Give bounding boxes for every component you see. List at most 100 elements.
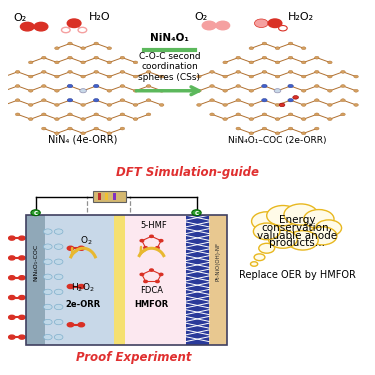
Circle shape [81,118,86,120]
Text: NiN₄O₁–COC (2e-ORR): NiN₄O₁–COC (2e-ORR) [228,135,327,144]
Circle shape [42,70,46,73]
Circle shape [288,113,293,116]
Circle shape [288,42,293,45]
Circle shape [54,259,63,264]
Circle shape [249,61,254,64]
Circle shape [78,285,84,288]
Circle shape [150,235,153,237]
Circle shape [107,104,111,106]
Text: H₂O: H₂O [88,12,110,22]
Circle shape [262,127,267,130]
Circle shape [328,89,332,92]
Text: FDCA: FDCA [140,286,163,295]
Circle shape [308,227,337,245]
Circle shape [81,104,86,106]
Circle shape [2,89,7,92]
Circle shape [34,22,48,31]
Circle shape [28,118,33,120]
FancyBboxPatch shape [26,214,45,345]
Polygon shape [267,214,328,240]
Circle shape [315,99,319,102]
Text: H$_2$O$_2$: H$_2$O$_2$ [71,282,95,294]
Circle shape [68,42,72,45]
Circle shape [302,118,306,120]
Circle shape [262,42,267,45]
Circle shape [93,84,99,88]
Circle shape [120,99,124,102]
Circle shape [120,70,124,73]
Circle shape [54,304,63,310]
Circle shape [44,259,52,264]
Circle shape [279,26,287,31]
Circle shape [21,22,34,31]
Circle shape [107,89,111,92]
Text: O₂: O₂ [195,12,208,22]
Circle shape [144,247,147,249]
Circle shape [15,99,20,102]
Circle shape [68,70,72,73]
Circle shape [55,61,59,64]
Circle shape [354,75,358,78]
Circle shape [55,104,59,106]
Circle shape [54,320,63,325]
Circle shape [28,89,33,92]
Circle shape [44,304,52,310]
Circle shape [28,104,33,106]
FancyBboxPatch shape [114,214,125,345]
Text: 5-HMF: 5-HMF [140,221,166,230]
Circle shape [293,96,298,99]
Circle shape [9,276,15,280]
Circle shape [133,75,138,78]
Circle shape [9,256,15,260]
Circle shape [159,89,164,92]
Circle shape [259,243,274,253]
Text: C-O-C second: C-O-C second [139,52,200,61]
Circle shape [328,75,332,78]
Circle shape [288,84,293,88]
Circle shape [9,296,15,300]
Circle shape [304,210,334,228]
Circle shape [44,229,52,234]
Circle shape [9,236,15,240]
Circle shape [15,70,20,73]
Circle shape [42,113,46,116]
Circle shape [133,61,138,64]
Circle shape [19,236,25,240]
Circle shape [288,99,293,102]
Circle shape [19,335,25,339]
FancyArrowPatch shape [136,87,199,94]
Circle shape [55,89,59,92]
Circle shape [107,75,111,78]
Circle shape [328,61,332,64]
Circle shape [249,118,254,120]
Circle shape [279,103,285,107]
Circle shape [196,89,201,92]
Circle shape [236,56,240,59]
Circle shape [67,285,74,288]
Circle shape [54,334,63,340]
Text: O$_2$: O$_2$ [80,235,93,247]
Circle shape [107,118,111,120]
Circle shape [81,47,86,50]
Circle shape [44,274,52,279]
Circle shape [55,132,59,135]
Text: spheres (CSs): spheres (CSs) [138,72,201,81]
Circle shape [9,335,15,339]
Circle shape [210,70,214,73]
Circle shape [223,61,227,64]
Circle shape [144,280,147,283]
Circle shape [67,19,81,27]
Circle shape [210,99,214,102]
Text: NiN₄O₁-COC: NiN₄O₁-COC [33,243,38,281]
Circle shape [159,75,164,78]
Circle shape [210,113,214,116]
Circle shape [140,240,144,242]
Circle shape [275,132,280,135]
Circle shape [2,104,7,106]
Circle shape [251,262,258,266]
Circle shape [31,210,40,216]
Circle shape [341,99,345,102]
Circle shape [68,56,72,59]
Circle shape [255,19,268,27]
Text: NiN₄O₁: NiN₄O₁ [150,33,189,43]
